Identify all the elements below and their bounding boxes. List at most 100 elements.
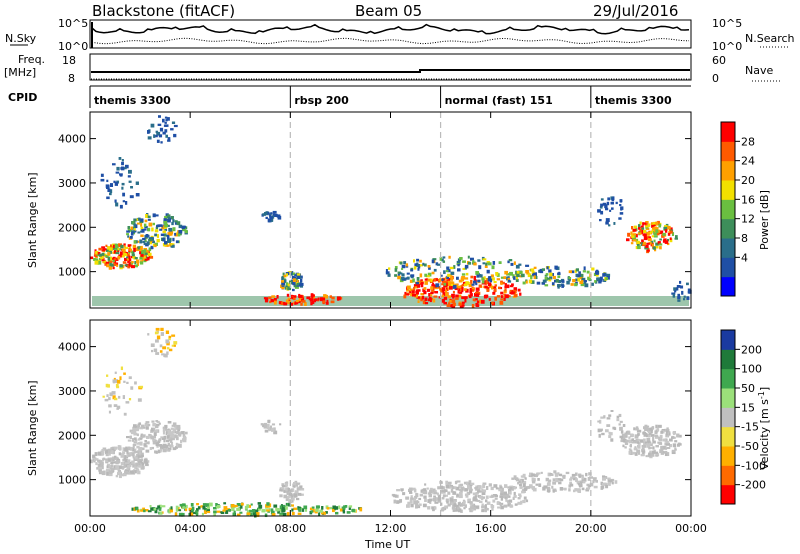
data-pixel — [431, 284, 435, 287]
data-pixel — [638, 433, 641, 436]
data-pixel — [116, 166, 120, 171]
data-pixel — [475, 271, 480, 275]
data-pixel — [619, 426, 623, 431]
data-pixel — [486, 288, 490, 292]
data-pixel — [575, 273, 579, 277]
data-pixel — [472, 492, 477, 496]
data-pixel — [475, 491, 479, 495]
data-pixel — [130, 256, 134, 259]
data-pixel — [643, 222, 647, 225]
data-pixel — [127, 226, 130, 230]
data-pixel — [490, 505, 495, 509]
data-pixel — [599, 419, 602, 424]
data-pixel — [631, 226, 634, 230]
data-pixel — [108, 266, 112, 270]
data-pixel — [256, 512, 260, 516]
data-pixel — [336, 296, 341, 301]
data-pixel — [638, 442, 641, 445]
data-pixel — [634, 233, 638, 238]
data-pixel — [599, 278, 603, 282]
data-pixel — [677, 443, 680, 447]
data-pixel — [674, 237, 678, 240]
data-pixel — [104, 449, 109, 453]
data-pixel — [441, 298, 445, 303]
data-pixel — [170, 506, 173, 510]
data-pixel — [500, 295, 503, 299]
data-pixel — [477, 291, 481, 295]
data-pixel — [441, 283, 444, 286]
data-pixel — [121, 255, 125, 258]
data-pixel — [415, 281, 420, 285]
data-pixel — [138, 447, 143, 451]
data-pixel — [657, 220, 660, 224]
data-pixel — [151, 427, 154, 432]
data-pixel — [501, 487, 504, 491]
data-pixel — [586, 487, 589, 491]
data-pixel — [503, 494, 506, 499]
data-pixel — [145, 426, 149, 430]
data-pixel — [466, 481, 469, 486]
data-pixel — [428, 296, 432, 299]
data-pixel — [544, 485, 548, 489]
data-pixel — [167, 447, 172, 451]
data-pixel — [409, 288, 413, 292]
data-pixel — [168, 337, 171, 341]
data-pixel — [193, 511, 197, 515]
data-pixel — [496, 295, 501, 298]
data-pixel — [279, 489, 283, 492]
data-pixel — [141, 454, 144, 457]
colorbar-segment — [721, 426, 735, 447]
data-pixel — [449, 299, 452, 303]
data-pixel — [266, 509, 270, 512]
data-pixel — [112, 395, 116, 400]
data-pixel — [432, 278, 437, 282]
data-pixel — [648, 236, 652, 239]
data-pixel — [671, 232, 675, 237]
data-pixel — [291, 275, 295, 280]
data-pixel — [654, 451, 659, 454]
data-pixel — [546, 266, 549, 270]
data-pixel — [626, 238, 630, 242]
data-pixel — [424, 297, 428, 302]
data-pixel — [114, 446, 117, 450]
data-pixel — [133, 248, 136, 252]
data-pixel — [222, 509, 226, 512]
data-pixel — [520, 500, 523, 505]
data-pixel — [448, 255, 451, 259]
data-pixel — [109, 189, 113, 194]
data-pixel — [181, 512, 185, 517]
data-pixel — [633, 225, 638, 229]
data-pixel — [491, 265, 495, 270]
data-pixel — [272, 213, 276, 216]
data-pixel — [98, 247, 102, 251]
data-pixel — [631, 234, 635, 238]
nsky-tick-top: 10^5 — [58, 17, 88, 30]
data-pixel — [657, 241, 661, 245]
data-pixel — [178, 224, 183, 229]
data-pixel — [453, 500, 457, 503]
data-pixel — [413, 497, 417, 501]
data-pixel — [427, 492, 432, 495]
data-pixel — [275, 508, 280, 512]
data-pixel — [409, 491, 413, 494]
data-pixel — [393, 494, 397, 498]
data-pixel — [121, 166, 125, 171]
data-pixel — [170, 440, 173, 443]
data-pixel — [440, 486, 444, 490]
data-pixel — [227, 509, 231, 512]
data-pixel — [459, 494, 463, 499]
data-pixel — [156, 238, 160, 243]
data-pixel — [607, 481, 610, 485]
colorbar-segment — [721, 122, 735, 142]
data-pixel — [163, 124, 168, 127]
data-pixel — [467, 281, 470, 286]
data-pixel — [140, 247, 143, 252]
data-pixel — [606, 424, 611, 427]
data-pixel — [279, 494, 283, 498]
data-pixel — [461, 275, 466, 280]
data-pixel — [643, 241, 646, 245]
data-pixel — [491, 277, 495, 281]
data-pixel — [172, 447, 176, 451]
data-pixel — [113, 455, 117, 459]
data-pixel — [273, 300, 277, 305]
